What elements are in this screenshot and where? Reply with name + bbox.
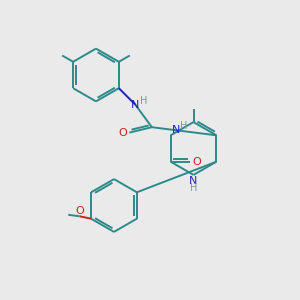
Text: N: N	[131, 100, 140, 110]
Text: N: N	[172, 125, 180, 135]
Text: O: O	[192, 157, 201, 167]
Text: H: H	[180, 121, 188, 131]
Text: H: H	[140, 96, 148, 106]
Text: O: O	[75, 206, 84, 216]
Text: H: H	[190, 183, 197, 194]
Text: O: O	[118, 128, 127, 138]
Text: N: N	[189, 176, 198, 187]
